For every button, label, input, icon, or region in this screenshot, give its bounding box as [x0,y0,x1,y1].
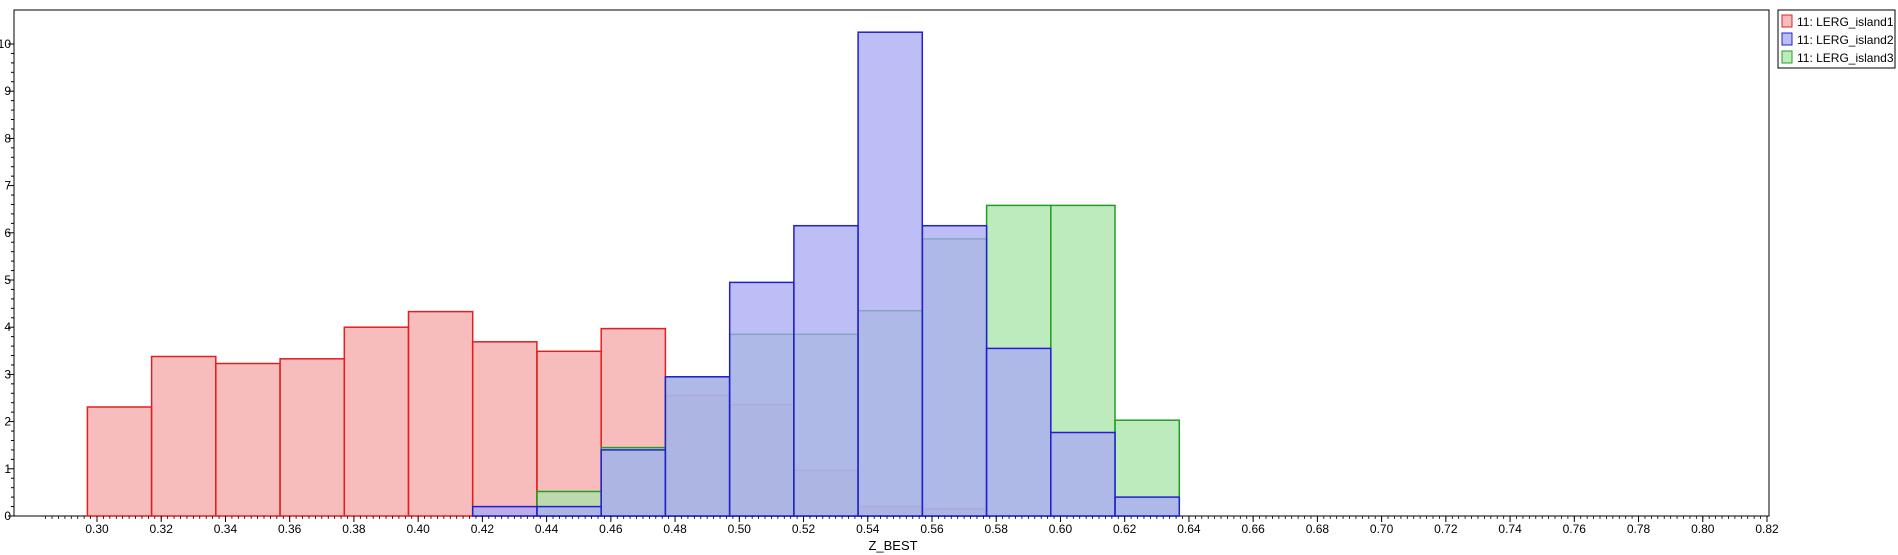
histogram-bar-series2-bin1 [471,505,538,517]
legend-label-series3: 11: LERG_island3 [1797,51,1894,65]
histogram-bar-series1-bin7 [471,341,538,517]
x-tick-label: 0.70 [1370,522,1394,536]
x-tick-label: 0.40 [406,522,430,536]
legend-label-series1: 11: LERG_island1 [1797,15,1894,29]
y-tick-label: 5 [4,273,11,287]
x-tick-label: 0.52 [792,522,816,536]
y-tick-label: 10 [0,37,11,51]
legend-swatch-series2 [1781,32,1793,46]
legend-box [1777,9,1896,69]
y-tick-label: 9 [4,84,11,98]
x-tick-label: 0.36 [278,522,302,536]
x-tick-label: 0.66 [1241,522,1265,536]
histogram-bar-series2-bin8 [921,224,988,517]
histogram-bar-series2-bin5 [728,281,795,517]
x-tick-label: 0.54 [856,522,880,536]
y-tick-label: 7 [4,179,11,193]
x-tick-label: 0.46 [599,522,623,536]
x-tick-label: 0.74 [1498,522,1522,536]
y-tick-label: 2 [4,415,11,429]
x-tick-label: 0.30 [85,522,109,536]
x-axis-label: Z_BEST [868,538,917,553]
histogram-bar-series1-bin6 [407,310,474,517]
x-tick-label: 0.64 [1177,522,1201,536]
histogram-bar-series1-bin2 [150,355,217,517]
histogram-bar-series1-bin1 [86,406,153,517]
x-tick-label: 0.60 [1049,522,1073,536]
x-tick-label: 0.44 [535,522,559,536]
x-tick-label: 0.82 [1755,522,1779,536]
x-tick-label: 0.72 [1434,522,1458,536]
legend: 11: LERG_island1 11: LERG_island2 11: LERG… [1777,9,1896,69]
y-tick-label: 4 [4,320,11,334]
x-tick-label: 0.56 [920,522,944,536]
x-tick-label: 0.32 [150,522,174,536]
x-tick-label: 0.62 [1113,522,1137,536]
histogram-bar-series2-bin4 [664,376,731,517]
histogram-bar-series2-bin3 [600,449,667,517]
histogram-bar-series2-bin6 [793,224,859,517]
x-axis: 0.30 0.32 0.34 0.36 0.38 0.40 0.42 0.44 0.46 0.48… [45,516,1779,536]
legend-swatch-series1 [1781,14,1793,28]
y-tick-label: 8 [4,131,11,145]
legend-label-series2: 11: LERG_island2 [1797,33,1894,47]
histogram-bar-series2-bin2 [536,505,602,517]
histogram-bar-series2-bin7 [857,31,924,517]
x-tick-label: 0.58 [985,522,1009,536]
bars-layer [86,31,1181,517]
x-tick-label: 0.68 [1306,522,1330,536]
y-tick-label: 0 [4,509,11,523]
x-tick-label: 0.78 [1627,522,1651,536]
x-tick-label: 0.50 [728,522,752,536]
histogram-bar-series2-bin11 [1114,496,1181,517]
x-tick-label: 0.80 [1691,522,1715,536]
y-tick-label: 6 [4,226,11,240]
histogram-bar-series1-bin4 [279,358,346,517]
histogram-bar-series1-bin5 [343,326,410,517]
histogram-bar-series2-bin9 [985,347,1052,517]
x-tick-label: 0.38 [342,522,366,536]
y-axis: 0 1 2 3 4 5 6 7 8 9 10 [0,37,14,523]
y-tick-label: 3 [4,367,11,381]
x-tick-label: 0.34 [214,522,238,536]
y-tick-label: 1 [4,462,11,476]
x-tick-label: 0.76 [1563,522,1587,536]
legend-swatch-series3 [1781,50,1793,64]
histogram-bar-series1-bin3 [215,362,281,517]
histogram-bar-series2-bin10 [1050,431,1116,517]
x-tick-label: 0.42 [471,522,495,536]
x-tick-label: 0.48 [663,522,687,536]
